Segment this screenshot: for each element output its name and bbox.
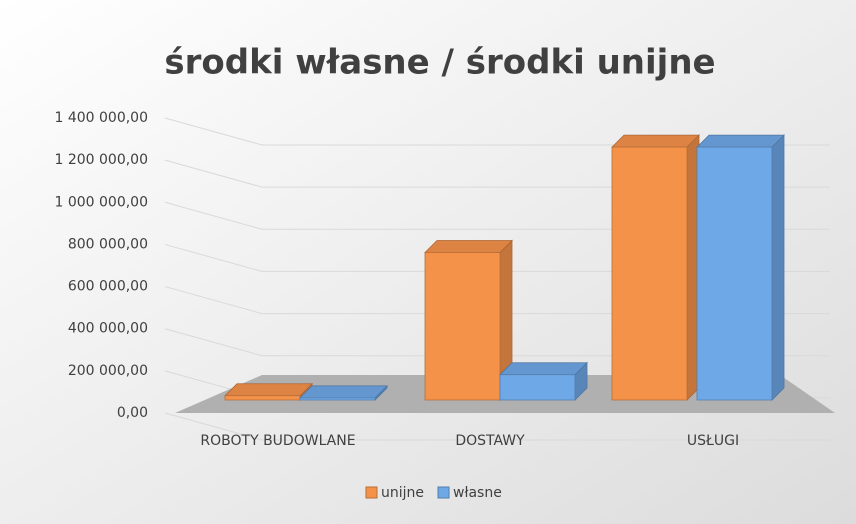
x-tick-label: ROBOTY BUDOWLANE — [200, 433, 355, 449]
bar-top — [611, 134, 700, 148]
bar-top — [424, 240, 513, 253]
legend-label: własne — [453, 485, 502, 501]
x-tick-label: DOSTAWY — [455, 433, 525, 449]
bar-front — [224, 395, 301, 401]
bar-side — [771, 134, 785, 401]
legend-swatch — [437, 486, 450, 499]
bar-front — [424, 252, 501, 401]
legend-label: unijne — [381, 485, 424, 501]
grid-line — [164, 412, 830, 441]
y-tick-label: 1 200 000,00 — [54, 152, 148, 168]
bar — [424, 239, 513, 401]
bar-front — [299, 397, 376, 401]
x-tick-label: USŁUGI — [687, 433, 739, 449]
bar-top — [499, 362, 588, 376]
y-tick-label: 0,00 — [117, 405, 148, 421]
legend-swatch — [365, 486, 378, 499]
bar-front — [499, 374, 576, 401]
chart-title: środki własne / środki unijne — [164, 43, 715, 83]
bar — [696, 134, 785, 401]
bar — [224, 382, 313, 401]
y-tick-label: 800 000,00 — [68, 236, 148, 252]
y-tick-label: 600 000,00 — [68, 279, 148, 295]
y-tick-label: 1 400 000,00 — [54, 110, 148, 126]
bar-top — [696, 134, 785, 148]
bar-front — [696, 146, 773, 401]
bar-front — [611, 146, 688, 401]
y-tick-label: 400 000,00 — [68, 321, 148, 337]
bar-top — [299, 385, 388, 399]
bar — [499, 361, 588, 401]
bar — [299, 384, 388, 401]
y-tick-label: 200 000,00 — [68, 363, 148, 379]
bar — [611, 134, 700, 401]
y-tick-label: 1 000 000,00 — [54, 194, 148, 210]
bar-top — [224, 383, 313, 397]
